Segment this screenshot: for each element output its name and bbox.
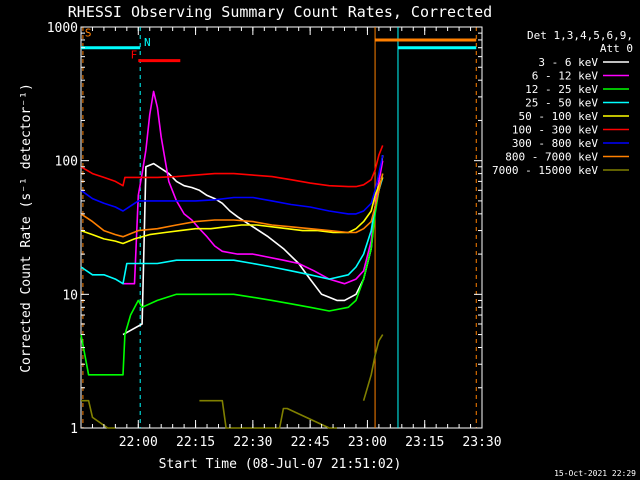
series-line xyxy=(80,154,384,215)
x-tick-label: 22:30 xyxy=(233,435,272,450)
series-line xyxy=(81,334,384,429)
series-line xyxy=(122,154,384,336)
flag-label: N xyxy=(144,36,151,49)
y-tick-label: 1 xyxy=(70,422,78,437)
legend-entry-label: 100 - 300 keV xyxy=(512,124,598,137)
series-line xyxy=(123,90,384,285)
legend-entry-label: 300 - 800 keV xyxy=(512,137,598,150)
y-axis-label: Corrected Count Rate (s⁻¹ detector⁻¹) xyxy=(19,83,34,373)
y-tick-label: 1000 xyxy=(47,21,78,36)
series-layer xyxy=(80,90,384,429)
flag-layer: S NF xyxy=(81,26,477,428)
legend-header: Det 1,3,4,5,6,9, xyxy=(527,29,633,42)
x-tick-label: 23:15 xyxy=(405,435,444,450)
flag-label: F xyxy=(131,49,138,62)
x-tick-label: 23:30 xyxy=(462,435,501,450)
y-axis: 1 10 100 1000 xyxy=(47,21,482,437)
plot-border xyxy=(80,26,483,429)
legend-entry-label: 25 - 50 keV xyxy=(525,97,598,110)
series-line xyxy=(80,173,384,376)
x-axis: 22:00 22:15 22:30 22:45 23:00 23:15 23:30 xyxy=(80,27,502,450)
series-line xyxy=(80,177,384,245)
series-line xyxy=(80,173,384,238)
x-tick-label: 22:15 xyxy=(176,435,215,450)
chart-title: RHESSI Observing Summary Count Rates, Co… xyxy=(68,3,492,21)
legend-entry-label: 50 - 100 keV xyxy=(519,110,599,123)
legend-entry-label: 6 - 12 keV xyxy=(532,70,599,83)
x-axis-label: Start Time (08-Jul-07 21:51:02) xyxy=(159,457,402,472)
x-tick-label: 23:00 xyxy=(348,435,387,450)
legend-entry-label: 3 - 6 keV xyxy=(538,56,598,69)
footer-timestamp: 15-Oct-2021 22:29 xyxy=(554,469,636,478)
flag-label: S xyxy=(85,26,92,39)
legend-entry-label: 7000 - 15000 keV xyxy=(492,164,598,177)
plot-area: S NF xyxy=(80,26,483,429)
series-line xyxy=(80,145,384,188)
y-tick-label: 100 xyxy=(55,155,78,170)
y-tick-label: 10 xyxy=(62,288,78,303)
series-line xyxy=(80,177,384,285)
x-tick-label: 22:45 xyxy=(291,435,330,450)
legend-entry-label: 12 - 25 keV xyxy=(525,83,598,96)
legend-header: Att 0 xyxy=(600,42,633,55)
x-tick-label: 22:00 xyxy=(119,435,158,450)
legend-entry-label: 800 - 7000 keV xyxy=(505,151,598,164)
